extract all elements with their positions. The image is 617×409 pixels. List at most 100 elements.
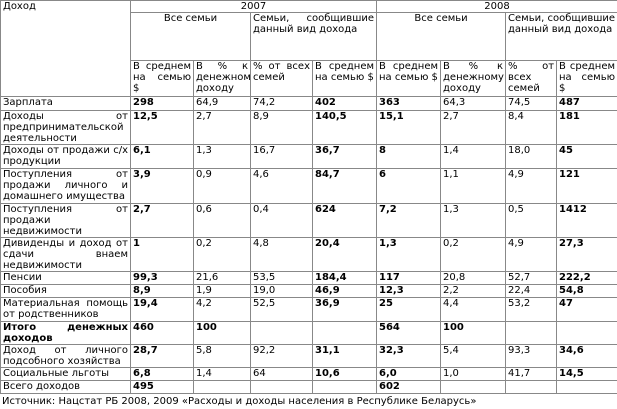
sub-header: В среднем на семью $ [131, 61, 194, 97]
cell: 8 [377, 145, 441, 169]
cell: 222,2 [557, 272, 617, 285]
cell [313, 381, 377, 394]
group-header: Все семьи [377, 13, 506, 61]
cell: 363 [377, 97, 441, 111]
cell: 4,9 [506, 169, 557, 204]
corner-header: Доход [1, 1, 131, 97]
cell: 53,2 [506, 298, 557, 322]
cell: 2,2 [441, 285, 506, 298]
cell: 4,6 [251, 169, 313, 204]
cell: 184,4 [313, 272, 377, 285]
sub-header: В среднем на семью $ [313, 61, 377, 97]
cell: 92,2 [251, 345, 313, 368]
group-header: Все семьи [131, 13, 251, 61]
cell: 402 [313, 97, 377, 111]
cell: 4,2 [194, 298, 251, 322]
row-label: Итого денежных доходов [1, 322, 131, 345]
cell: 140,5 [313, 111, 377, 145]
cell: 181 [557, 111, 617, 145]
cell: 12,3 [377, 285, 441, 298]
cell: 2,7 [131, 204, 194, 238]
sub-header: % от всех семей [251, 61, 313, 97]
table-row: Поступления от продажи личного и домашне… [1, 169, 617, 204]
cell [441, 381, 506, 394]
cell [251, 322, 313, 345]
row-label: Доход от личного подсобного хозяйства [1, 345, 131, 368]
cell: 12,5 [131, 111, 194, 145]
cell: 15,1 [377, 111, 441, 145]
cell: 0,5 [506, 204, 557, 238]
row-label: Доходы от предпринимательской деятельнос… [1, 111, 131, 145]
cell [506, 322, 557, 345]
row-label: Поступления от продажи недвижимости [1, 204, 131, 238]
source-note: Источник: Нацстат РБ 2008, 2009 «Расходы… [0, 394, 617, 409]
row-label: Всего доходов [1, 381, 131, 394]
cell: 20,8 [441, 272, 506, 285]
cell: 19,0 [251, 285, 313, 298]
cell: 1412 [557, 204, 617, 238]
cell: 18,0 [506, 145, 557, 169]
cell [557, 322, 617, 345]
table-row: Доходы от предпринимательской деятельнос… [1, 111, 617, 145]
group-header: Семьи, сообщившие данный вид дохода [251, 13, 377, 61]
cell: 6,8 [131, 368, 194, 381]
cell: 21,6 [194, 272, 251, 285]
cell: 14,5 [557, 368, 617, 381]
sub-header: В среднем на семью $ [377, 61, 441, 97]
cell [194, 381, 251, 394]
cell: 53,5 [251, 272, 313, 285]
cell: 8,9 [131, 285, 194, 298]
cell: 495 [131, 381, 194, 394]
group-header: Семьи, сообщившие данный вид дохода [506, 13, 617, 61]
cell: 121 [557, 169, 617, 204]
cell: 5,8 [194, 345, 251, 368]
cell: 20,4 [313, 238, 377, 272]
cell [251, 381, 313, 394]
year-header: 2008 [377, 1, 617, 13]
cell: 64,3 [441, 97, 506, 111]
row-label: Материальная помощь от родственников [1, 298, 131, 322]
cell: 64 [251, 368, 313, 381]
cell: 1,3 [441, 204, 506, 238]
sub-header: В среднем на семью $ [557, 61, 617, 97]
cell: 36,9 [313, 298, 377, 322]
sub-header: % от всех семей [506, 61, 557, 97]
cell: 298 [131, 97, 194, 111]
row-label: Дивиденды и доход от сдачи внаем недвижи… [1, 238, 131, 272]
cell: 25 [377, 298, 441, 322]
cell: 52,7 [506, 272, 557, 285]
cell: 19,4 [131, 298, 194, 322]
cell: 1,9 [194, 285, 251, 298]
cell: 0,4 [251, 204, 313, 238]
sub-header: В % к денежному доходу [441, 61, 506, 97]
cell: 7,2 [377, 204, 441, 238]
cell: 1,0 [441, 368, 506, 381]
row-label: Зарплата [1, 97, 131, 111]
cell: 0,6 [194, 204, 251, 238]
cell: 1,3 [194, 145, 251, 169]
cell: 28,7 [131, 345, 194, 368]
cell: 54,8 [557, 285, 617, 298]
year-header: 2007 [131, 1, 377, 13]
cell: 2,7 [194, 111, 251, 145]
cell: 1,3 [377, 238, 441, 272]
row-label: Пособия [1, 285, 131, 298]
cell [506, 381, 557, 394]
cell: 46,9 [313, 285, 377, 298]
cell: 100 [441, 322, 506, 345]
cell: 1,4 [194, 368, 251, 381]
cell: 6,1 [131, 145, 194, 169]
cell: 460 [131, 322, 194, 345]
cell: 8,9 [251, 111, 313, 145]
cell: 6,0 [377, 368, 441, 381]
cell: 45 [557, 145, 617, 169]
